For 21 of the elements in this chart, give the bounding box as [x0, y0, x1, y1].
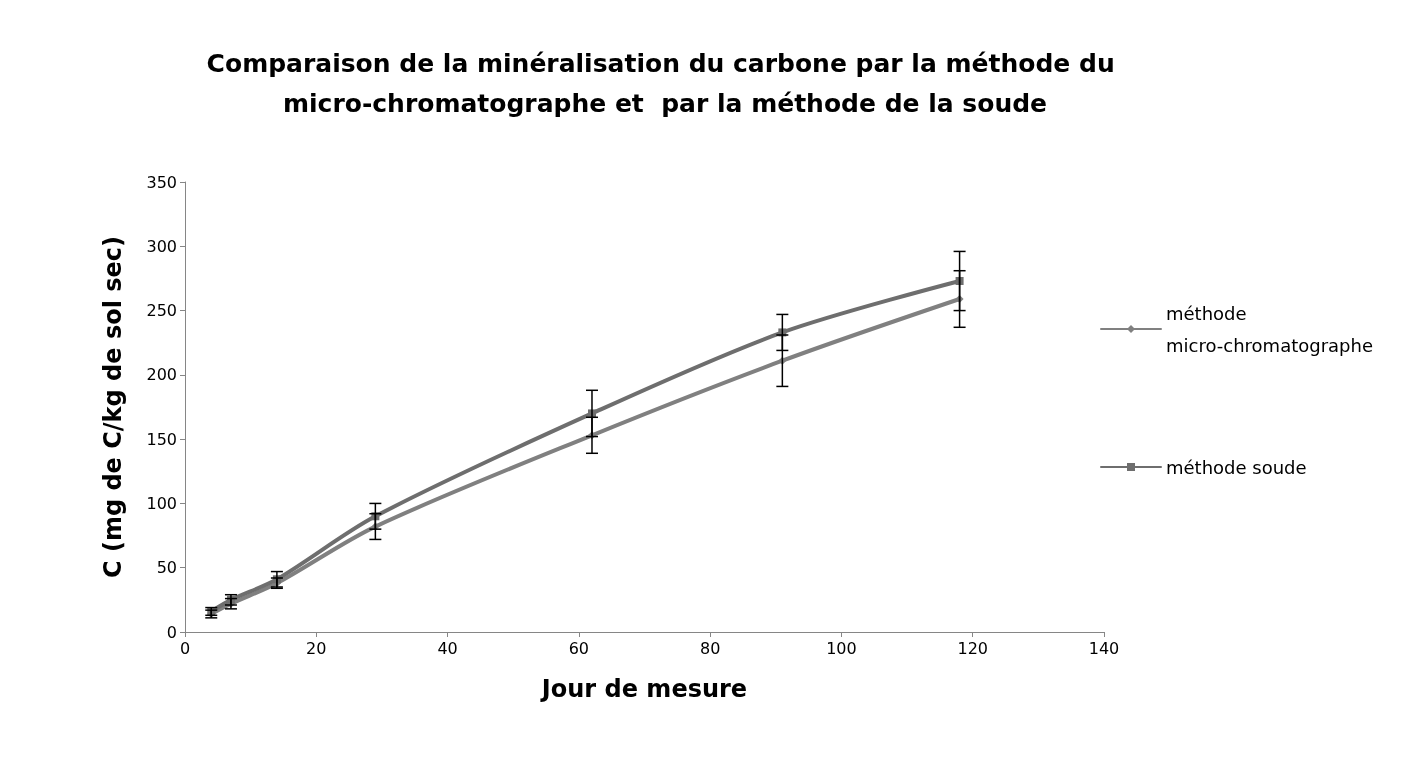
- y-axis-title: C (mg de C/kg de sol sec): [99, 235, 127, 579]
- chart-title: Comparaison de la minéralisation du carbone par la méthode du micro-chromatographe et par la méthode de la soude: [206, 48, 1124, 118]
- legend-label: méthode soude: [1166, 456, 1307, 478]
- x-tick-label: 20: [306, 638, 327, 658]
- y-tick-label: 100: [146, 493, 177, 513]
- y-tick-label: 0: [166, 622, 177, 642]
- x-tick-label: 40: [437, 638, 458, 658]
- x-tick-label: 100: [826, 638, 857, 658]
- x-axis-title: Jour de mesure: [539, 675, 748, 703]
- x-tick-label: 120: [957, 638, 988, 658]
- y-tick-label: 200: [146, 365, 177, 385]
- y-tick-label: 350: [146, 172, 177, 192]
- y-tick-label: 150: [146, 429, 177, 449]
- y-tick-label: 300: [146, 236, 177, 256]
- x-tick-label: 0: [179, 638, 191, 658]
- legend-label: méthode micro-chromatographe: [1166, 302, 1373, 356]
- y-tick-label: 250: [146, 301, 177, 321]
- x-tick-label: 140: [1088, 638, 1120, 658]
- y-tick-label: 50: [156, 558, 177, 578]
- x-tick-label: 80: [699, 638, 721, 658]
- x-tick-label: 60: [568, 638, 590, 658]
